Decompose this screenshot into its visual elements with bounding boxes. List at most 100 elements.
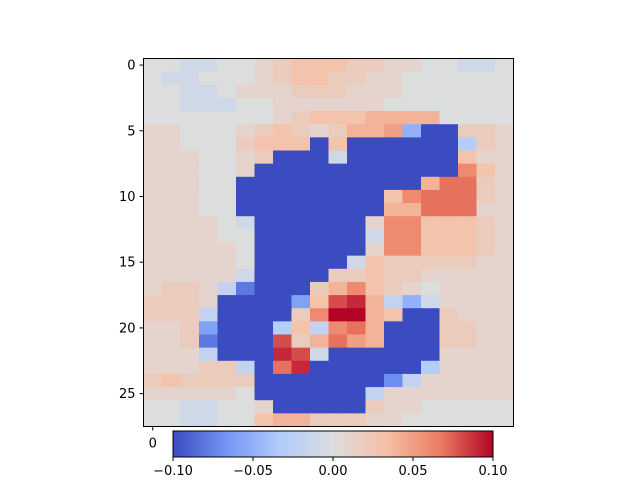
heatmap-cell [180, 255, 200, 270]
heatmap-cell [217, 71, 237, 86]
heatmap-cell [236, 203, 255, 217]
heatmap-cell [180, 321, 200, 335]
heatmap-cell [310, 229, 329, 243]
heatmap-cell [421, 387, 440, 401]
heatmap-cell [236, 268, 255, 283]
heatmap-cell [365, 268, 385, 283]
heatmap-cell [143, 413, 163, 427]
heatmap-cell [180, 176, 200, 191]
heatmap-cell [291, 321, 311, 335]
heatmap-cell [199, 216, 218, 230]
heatmap-cell [421, 84, 440, 99]
heatmap-cell [310, 71, 329, 86]
heatmap-cell [291, 413, 311, 427]
heatmap-cell [328, 71, 348, 86]
heatmap-cell [199, 360, 218, 375]
heatmap-cell [217, 189, 237, 204]
heatmap-cell [273, 229, 292, 243]
heatmap-cell [273, 163, 292, 178]
heatmap-cell [291, 308, 311, 322]
heatmap-cell [495, 308, 514, 322]
heatmap-cell [402, 308, 422, 322]
heatmap-cell [421, 176, 440, 191]
heatmap-cell [421, 203, 440, 217]
heatmap-cell [439, 400, 459, 414]
heatmap-cell [347, 400, 366, 414]
heatmap-cell [384, 97, 403, 112]
heatmap-cell [236, 229, 255, 243]
heatmap-cell [328, 373, 348, 388]
heatmap-cell [421, 216, 440, 230]
heatmap-cell [217, 242, 237, 257]
heatmap-cell [162, 203, 181, 217]
heatmap-cell [328, 295, 348, 309]
heatmap-cell [495, 150, 514, 165]
heatmap-cell [236, 360, 255, 375]
heatmap-cell [439, 203, 459, 217]
heatmap-cell [310, 111, 329, 125]
heatmap-cell [384, 400, 403, 414]
heatmap-cell [384, 268, 403, 283]
heatmap-cell [495, 268, 514, 283]
heatmap-cell [458, 387, 477, 401]
heatmap-cell [439, 321, 459, 335]
heatmap-cell [143, 189, 163, 204]
heatmap-cell [495, 84, 514, 99]
heatmap-cell [458, 189, 477, 204]
heatmap-cell [402, 203, 422, 217]
x-axis: 0 [149, 426, 157, 452]
heatmap-cell [199, 281, 218, 296]
heatmap-cell [254, 163, 274, 178]
heatmap-cell [347, 137, 366, 151]
heatmap-cell [495, 189, 514, 204]
heatmap-cell [143, 281, 163, 296]
heatmap-cell [291, 255, 311, 270]
heatmap-cell [291, 229, 311, 243]
heatmap-cell [365, 84, 385, 99]
heatmap-cell [199, 334, 218, 349]
heatmap-cell [310, 163, 329, 178]
heatmap-cell [273, 360, 292, 375]
heatmap-cell [384, 229, 403, 243]
heatmap-cell [476, 360, 496, 375]
heatmap-cell [199, 150, 218, 165]
heatmap-cell [254, 216, 274, 230]
heatmap-cell [236, 150, 255, 165]
heatmap-cell [458, 71, 477, 86]
heatmap-cell [458, 176, 477, 191]
heatmap-cell [254, 84, 274, 99]
heatmap-cell [217, 229, 237, 243]
heatmap-cell [458, 242, 477, 257]
heatmap-cell [476, 295, 496, 309]
heatmap-cell [328, 97, 348, 112]
heatmap-cell [476, 71, 496, 86]
heatmap-cell [180, 268, 200, 283]
heatmap-cell [199, 71, 218, 86]
heatmap-cell [495, 295, 514, 309]
heatmap-cell [402, 58, 422, 73]
heatmap-cell [347, 387, 366, 401]
heatmap-cell [310, 413, 329, 427]
heatmap-cell [439, 163, 459, 178]
y-tick-label: 0 [127, 59, 135, 74]
heatmap-cell [476, 413, 496, 427]
y-tick-label: 15 [119, 256, 136, 271]
heatmap-cell [347, 360, 366, 375]
heatmap-cell [180, 413, 200, 427]
heatmap-cell [365, 111, 385, 125]
heatmap-cell [439, 111, 459, 125]
heatmap-cell [347, 229, 366, 243]
heatmap-cell [384, 360, 403, 375]
heatmap-cell [328, 334, 348, 349]
heatmap-cell [254, 400, 274, 414]
heatmap-cell [347, 189, 366, 204]
heatmap-cell [199, 347, 218, 362]
heatmap-cell [365, 71, 385, 86]
heatmap-cell [162, 111, 181, 125]
heatmap-cell [495, 242, 514, 257]
heatmap-cell [384, 163, 403, 178]
heatmap-cell [402, 268, 422, 283]
heatmap-cell [365, 137, 385, 151]
heatmap-cell [180, 347, 200, 362]
heatmap-cell [217, 268, 237, 283]
